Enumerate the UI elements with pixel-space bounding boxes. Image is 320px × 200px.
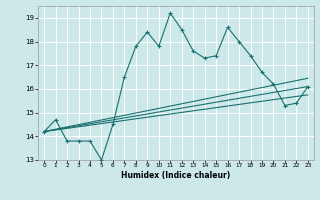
X-axis label: Humidex (Indice chaleur): Humidex (Indice chaleur) xyxy=(121,171,231,180)
